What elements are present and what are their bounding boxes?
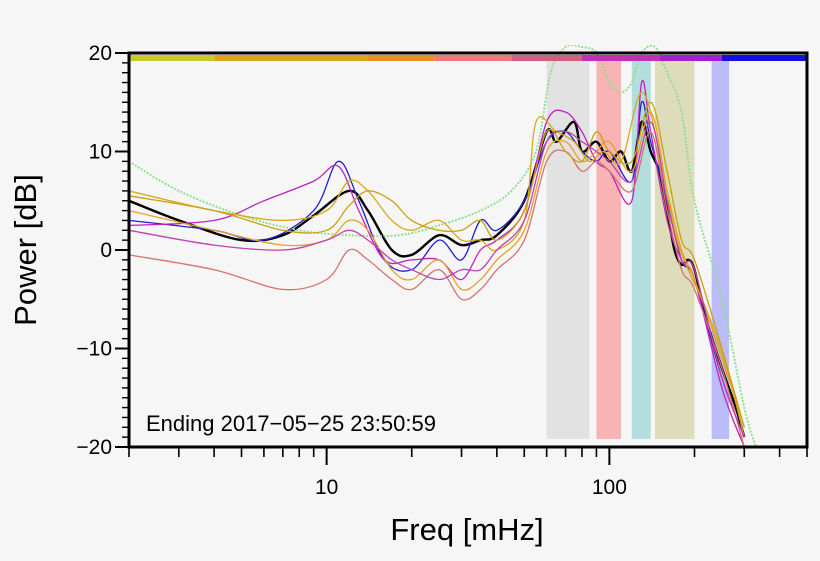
top-bar-segment-5 bbox=[511, 55, 582, 61]
ending-annotation: Ending 2017−05−25 23:50:59 bbox=[146, 411, 436, 436]
series-line-5 bbox=[129, 91, 745, 438]
series-line-7 bbox=[129, 131, 745, 447]
top-bar-segment-6 bbox=[581, 55, 660, 61]
top-bar-segment-1 bbox=[129, 55, 215, 61]
y-axis-label: Power [dB] bbox=[8, 174, 43, 326]
top-bar-segment-7 bbox=[659, 55, 722, 61]
series-line-8 bbox=[129, 101, 745, 428]
series-line-9 bbox=[129, 121, 745, 438]
x-tick-label-0: 10 bbox=[315, 476, 338, 499]
top-bar-segment-3 bbox=[367, 55, 435, 61]
top-bar-segment-8 bbox=[721, 55, 807, 61]
frequency-bands bbox=[546, 59, 730, 439]
frequency-band-5 bbox=[711, 59, 730, 439]
y-tick-label-4: −20 bbox=[76, 436, 112, 459]
top-bar-segment-2 bbox=[214, 55, 368, 61]
series-line-2 bbox=[129, 45, 757, 447]
series-line-4 bbox=[129, 79, 745, 447]
y-tick-label-2: 0 bbox=[100, 239, 112, 262]
x-axis-label: Freq [mHz] bbox=[390, 512, 543, 547]
top-bar-segment-4 bbox=[434, 55, 512, 61]
axis-ticks bbox=[115, 52, 808, 465]
y-tick-label-1: 10 bbox=[89, 141, 112, 164]
series-lines bbox=[129, 45, 757, 447]
series-line-6 bbox=[129, 111, 745, 428]
y-tick-label-0: 20 bbox=[89, 42, 112, 65]
frequency-band-2 bbox=[596, 59, 622, 439]
frequency-band-1 bbox=[546, 59, 590, 439]
x-tick-label-1: 100 bbox=[592, 476, 627, 499]
top-color-bar bbox=[129, 55, 807, 61]
y-tick-label-3: −10 bbox=[76, 338, 112, 361]
